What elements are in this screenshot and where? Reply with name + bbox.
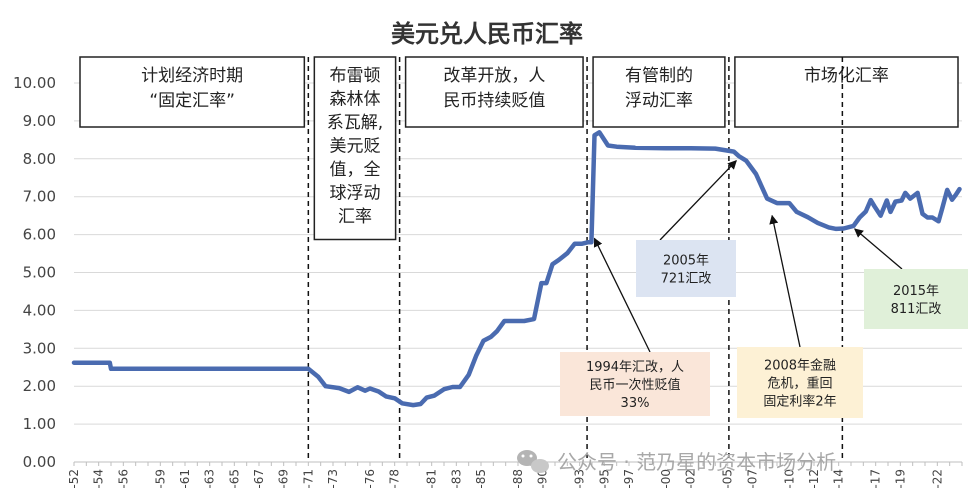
- annotation-text: 721汇改: [661, 272, 712, 287]
- x-tick-label: -69: [277, 469, 291, 489]
- annotation-text: 2015年: [893, 284, 939, 299]
- annotation-box: [560, 352, 710, 416]
- y-tick-label: 9.00: [23, 112, 56, 130]
- y-tick-label: 7.00: [23, 188, 56, 206]
- annotation-box: [864, 269, 968, 329]
- phase-label: 浮动汇率: [625, 91, 693, 111]
- x-tick-label: -52: [67, 469, 81, 489]
- y-tick-label: 2.00: [23, 377, 56, 395]
- x-tick-label: -54: [92, 469, 106, 489]
- annotation-box: [636, 240, 736, 297]
- annotation-text: 33%: [621, 396, 650, 411]
- x-tick-label: -07: [745, 469, 759, 489]
- phase-label: 森林体: [329, 90, 380, 110]
- x-tick-label: -65: [227, 469, 241, 489]
- y-tick-label: 3.00: [23, 339, 56, 357]
- phase-label: 改革开放，人: [443, 66, 545, 86]
- phase-label: 布雷顿: [329, 66, 380, 86]
- annotation-arrow: [659, 160, 737, 241]
- phase-label: 计划经济时期: [141, 66, 243, 86]
- x-tick-label: -59: [153, 469, 167, 489]
- phase-label: 有管制的: [625, 66, 693, 86]
- x-tick-label: -17: [869, 469, 883, 489]
- y-tick-label: 8.00: [23, 150, 56, 168]
- phase-box: [592, 56, 726, 128]
- phase-label: 值，全: [329, 160, 380, 180]
- x-tick-label: -67: [252, 469, 266, 489]
- annotation-text: 2005年: [663, 254, 709, 269]
- series-layer: [71, 130, 962, 408]
- x-tick-label: -00: [659, 469, 673, 489]
- annotation-text: 危机，重回: [767, 376, 832, 392]
- annotation-text: 民币一次性贬值: [589, 377, 680, 393]
- x-tick-label: -78: [388, 469, 402, 489]
- series-line: [71, 130, 962, 408]
- x-tick-label: -63: [203, 469, 217, 489]
- annotation-text: 811汇改: [891, 302, 942, 317]
- x-tick-label: -85: [474, 469, 488, 489]
- x-tick-label: -88: [511, 469, 525, 489]
- x-axis: -52 -54 -56 -59 -61 -63 -65 -67 -69 -71 -73 -76 -78 -…: [67, 461, 963, 489]
- watermark-text: 公众号 · 范乃星的资本市场分析: [557, 450, 836, 474]
- phase-box: [79, 56, 306, 128]
- phase-label: 民币持续贬值: [443, 91, 545, 111]
- x-tick-label: -81: [425, 469, 439, 489]
- y-tick-label: 10.00: [13, 74, 56, 92]
- annotation-arrow: [769, 214, 801, 348]
- x-tick-label: -83: [449, 469, 463, 489]
- x-tick-label: -56: [116, 469, 130, 489]
- y-tick-label: 1.00: [23, 415, 56, 433]
- phase-label: 美元贬: [329, 137, 380, 157]
- phase-label: 系瓦解,: [327, 113, 383, 133]
- y-tick-label: 0.00: [23, 453, 56, 471]
- watermark: 公众号 · 范乃星的资本市场分析: [517, 450, 836, 474]
- wechat-icon: [517, 450, 549, 473]
- phase-label: 球浮动: [329, 184, 380, 204]
- y-tick-label: 4.00: [23, 301, 56, 319]
- x-tick-label: -73: [326, 469, 340, 489]
- annotation-arrow: [593, 237, 651, 353]
- annotation-box: [737, 347, 863, 418]
- chart-title: 美元兑人民币汇率: [391, 20, 583, 48]
- x-tick-label: -22: [930, 469, 944, 489]
- phase-box: [404, 56, 584, 128]
- x-tick-label: -97: [622, 469, 636, 489]
- x-tick-label: -95: [597, 469, 611, 489]
- x-tick-label: -93: [573, 469, 587, 489]
- x-tick-label: -05: [721, 469, 735, 489]
- y-axis: 0.00 1.00 2.00 3.00 4.00 5.00 6.00 7.00 8.00 9.00…: [13, 74, 56, 471]
- y-tick-label: 5.00: [23, 264, 56, 282]
- annotation-text: 固定利率2年: [763, 394, 836, 410]
- phase-label: 汇率: [338, 207, 372, 227]
- x-tick-label: -02: [684, 469, 698, 489]
- phase-label: 市场化汇率: [804, 66, 889, 86]
- x-tick-label: -12: [807, 469, 821, 489]
- phase-box: [734, 56, 959, 128]
- phase-box: [313, 56, 397, 241]
- x-tick-label: -71: [301, 469, 315, 489]
- annotation-arrow: [854, 228, 903, 270]
- x-tick-label: -76: [363, 469, 377, 489]
- x-tick-label: -61: [178, 469, 192, 489]
- x-tick-label: -10: [782, 469, 796, 489]
- annotation-text: 1994年汇改，人: [586, 360, 684, 375]
- x-tick-label: -14: [832, 469, 846, 489]
- x-tick-label: -19: [893, 469, 907, 489]
- x-tick-label: -90: [536, 469, 550, 489]
- phase-label: “固定汇率”: [149, 91, 235, 111]
- y-tick-label: 6.00: [23, 226, 56, 244]
- annotation-text: 2008年金融: [764, 358, 836, 374]
